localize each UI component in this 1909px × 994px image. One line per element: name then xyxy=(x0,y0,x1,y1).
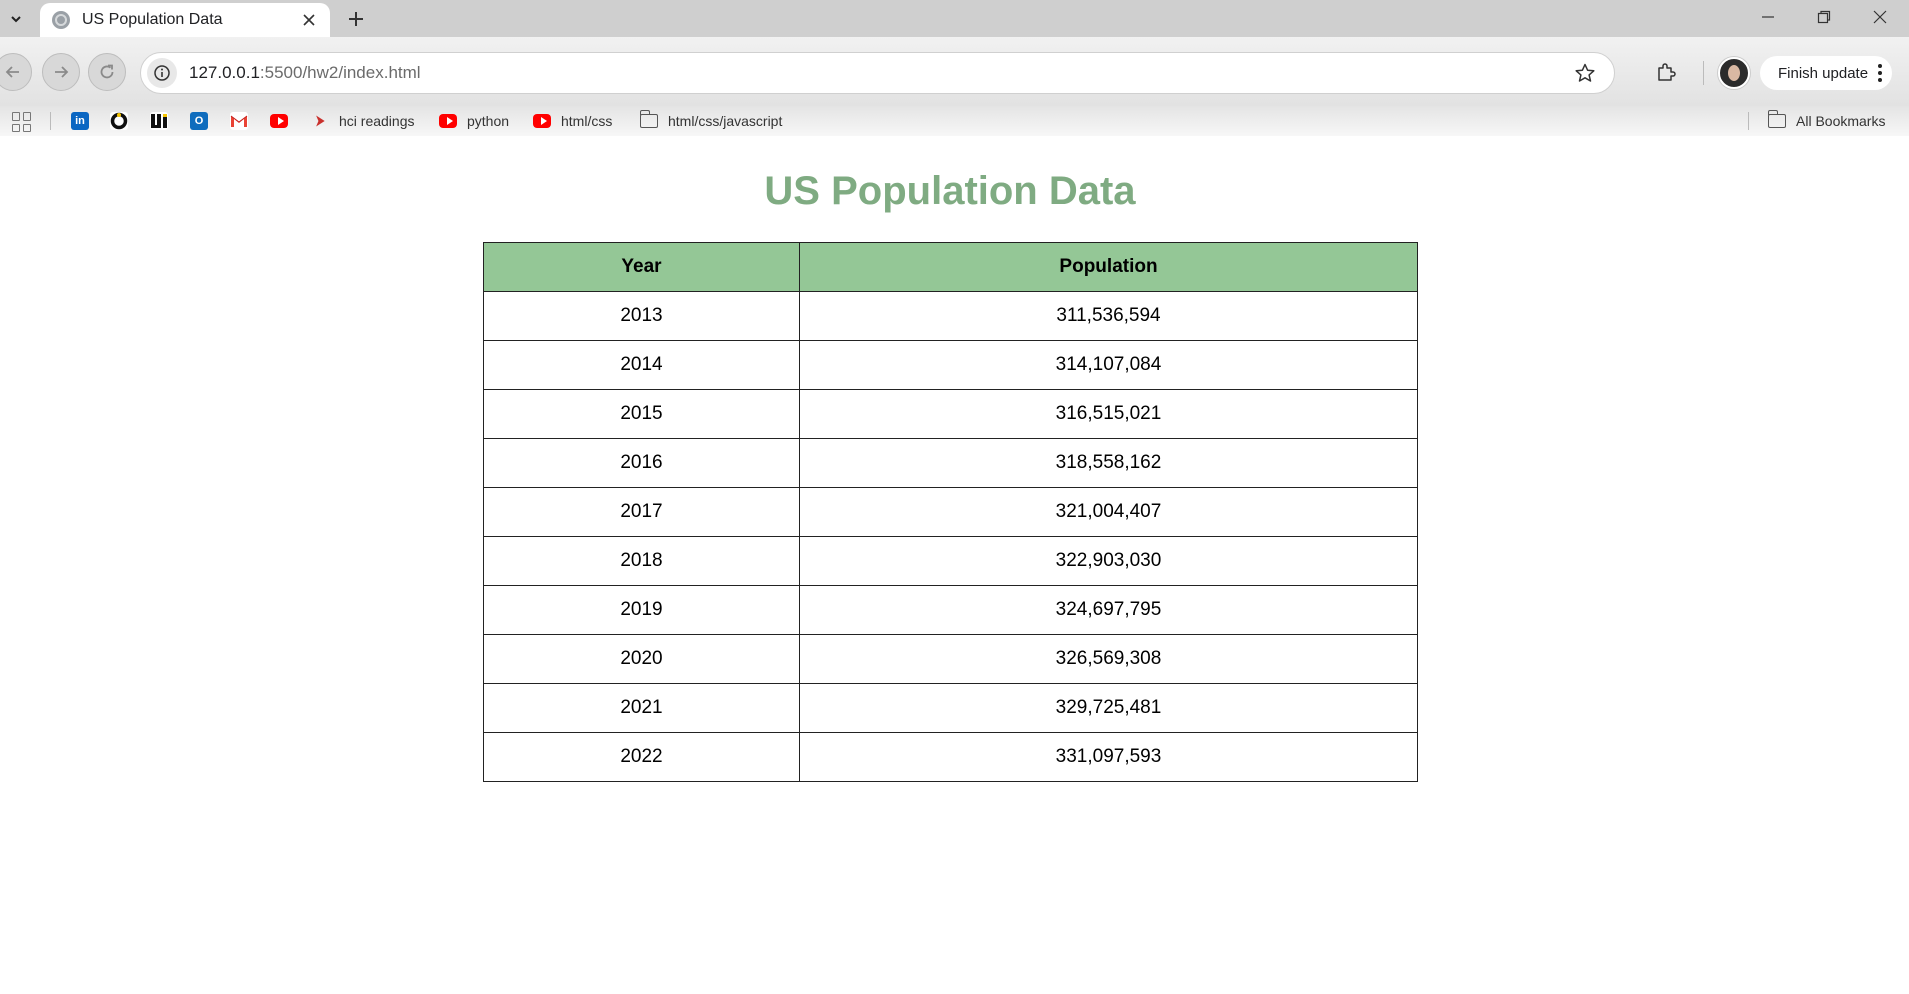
window-minimize-button[interactable] xyxy=(1740,0,1796,34)
table-row: 2017 321,004,407 xyxy=(483,487,1418,537)
bookmark-label: html/css xyxy=(561,113,613,129)
bookmark-label: python xyxy=(467,113,510,129)
cell-year: 2017 xyxy=(483,487,800,537)
cell-year: 2022 xyxy=(483,732,800,782)
header-population: Population xyxy=(799,242,1418,292)
tab-close-button[interactable] xyxy=(298,9,320,31)
bookmarks-divider xyxy=(1748,112,1749,130)
minimize-icon xyxy=(1762,16,1774,18)
info-icon xyxy=(154,65,170,81)
finish-update-button[interactable]: Finish update xyxy=(1760,56,1893,90)
cell-population: 329,725,481 xyxy=(799,683,1418,733)
bookmark-html-css[interactable]: html/css xyxy=(533,110,612,132)
url-path: :5500/hw2/index.html xyxy=(259,63,421,82)
cell-year: 2020 xyxy=(483,634,800,684)
cell-population: 314,107,084 xyxy=(799,340,1418,390)
cell-population: 311,536,594 xyxy=(799,291,1418,341)
plus-icon xyxy=(349,12,363,26)
table-row: 2016 318,558,162 xyxy=(483,438,1418,488)
table-row: 2021 329,725,481 xyxy=(483,683,1418,733)
back-button[interactable] xyxy=(0,53,32,91)
population-table: Year Population 2013 311,536,594 2014 314,… xyxy=(483,242,1418,782)
cell-year: 2016 xyxy=(483,438,800,488)
tab-search-button[interactable] xyxy=(2,5,30,33)
tab-title: US Population Data xyxy=(82,11,223,28)
bookmark-hci-readings[interactable]: hci readings xyxy=(311,110,415,132)
youtube-icon xyxy=(533,114,551,128)
all-bookmarks-button[interactable]: All Bookmarks xyxy=(1767,110,1886,132)
reload-button[interactable] xyxy=(88,53,126,91)
puzzle-icon xyxy=(1658,63,1676,81)
window-close-button[interactable] xyxy=(1852,0,1908,34)
table-row: 2014 314,107,084 xyxy=(483,340,1418,390)
table-row: 2020 326,569,308 xyxy=(483,634,1418,684)
gmail-icon[interactable] xyxy=(230,112,248,130)
toolbar-divider xyxy=(1703,61,1704,85)
cell-population: 318,558,162 xyxy=(799,438,1418,488)
globe-icon xyxy=(52,11,70,29)
more-menu-icon xyxy=(1878,64,1883,82)
page-title: US Population Data xyxy=(764,169,1136,213)
site-info-button[interactable] xyxy=(147,58,177,88)
cell-year: 2018 xyxy=(483,536,800,586)
bookmark-label: hci readings xyxy=(339,113,415,129)
extensions-button[interactable] xyxy=(1655,61,1677,88)
linkedin-icon[interactable]: in xyxy=(71,112,89,130)
arrow-right-icon xyxy=(55,66,69,78)
cell-population: 322,903,030 xyxy=(799,536,1418,586)
youtube-icon xyxy=(439,114,457,128)
profile-avatar[interactable] xyxy=(1718,57,1750,89)
outlook-icon[interactable]: O xyxy=(190,112,208,130)
close-icon xyxy=(303,14,315,26)
folder-icon xyxy=(1767,110,1786,128)
chevron-down-icon xyxy=(11,16,21,23)
bookmarks-divider xyxy=(50,112,51,130)
page-content: US Population Data Year Population 2013 3… xyxy=(0,136,1909,994)
restore-icon xyxy=(1817,10,1831,24)
bookmarks-bar: in O hci readings python html/css html/c… xyxy=(0,106,1909,136)
table-row: 2022 331,097,593 xyxy=(483,732,1418,782)
bookmark-flag-icon xyxy=(316,115,325,127)
header-year: Year xyxy=(483,242,800,292)
star-icon xyxy=(1575,63,1595,82)
apps-grid-icon[interactable] xyxy=(12,112,32,132)
finish-update-label: Finish update xyxy=(1778,64,1869,82)
cell-population: 324,697,795 xyxy=(799,585,1418,635)
bookmark-label: html/css/javascript xyxy=(668,113,783,129)
cell-population: 321,004,407 xyxy=(799,487,1418,537)
ui-app-icon[interactable] xyxy=(150,112,168,130)
forward-button[interactable] xyxy=(42,53,80,91)
cell-year: 2019 xyxy=(483,585,800,635)
bookmark-star-button[interactable] xyxy=(1574,62,1596,89)
url-text[interactable]: 127.0.0.1:5500/hw2/index.html xyxy=(189,63,421,83)
bookmark-python[interactable]: python xyxy=(439,110,509,132)
circle-app-icon[interactable] xyxy=(110,112,128,130)
all-bookmarks-label: All Bookmarks xyxy=(1796,113,1886,129)
table-row: 2015 316,515,021 xyxy=(483,389,1418,439)
cell-year: 2015 xyxy=(483,389,800,439)
tab-strip: US Population Data xyxy=(0,0,1909,37)
tab-active[interactable]: US Population Data xyxy=(40,3,330,37)
youtube-icon[interactable] xyxy=(270,112,288,130)
cell-population: 331,097,593 xyxy=(799,732,1418,782)
url-host: 127.0.0.1 xyxy=(189,63,260,82)
cell-population: 326,569,308 xyxy=(799,634,1418,684)
table-header-row: Year Population xyxy=(483,242,1418,292)
table-row: 2019 324,697,795 xyxy=(483,585,1418,635)
folder-icon xyxy=(639,110,658,128)
arrow-left-icon xyxy=(5,66,19,78)
cell-year: 2014 xyxy=(483,340,800,390)
address-bar[interactable]: 127.0.0.1:5500/hw2/index.html xyxy=(140,52,1615,94)
cell-year: 2021 xyxy=(483,683,800,733)
table-row: 2018 322,903,030 xyxy=(483,536,1418,586)
reload-icon xyxy=(100,64,114,79)
close-icon xyxy=(1873,10,1887,24)
window-restore-button[interactable] xyxy=(1796,0,1852,34)
cell-population: 316,515,021 xyxy=(799,389,1418,439)
new-tab-button[interactable] xyxy=(342,5,370,33)
table-row: 2013 311,536,594 xyxy=(483,291,1418,341)
browser-toolbar: 127.0.0.1:5500/hw2/index.html Finish upd… xyxy=(0,37,1909,106)
bookmark-html-css-javascript[interactable]: html/css/javascript xyxy=(639,110,783,132)
cell-year: 2013 xyxy=(483,291,800,341)
